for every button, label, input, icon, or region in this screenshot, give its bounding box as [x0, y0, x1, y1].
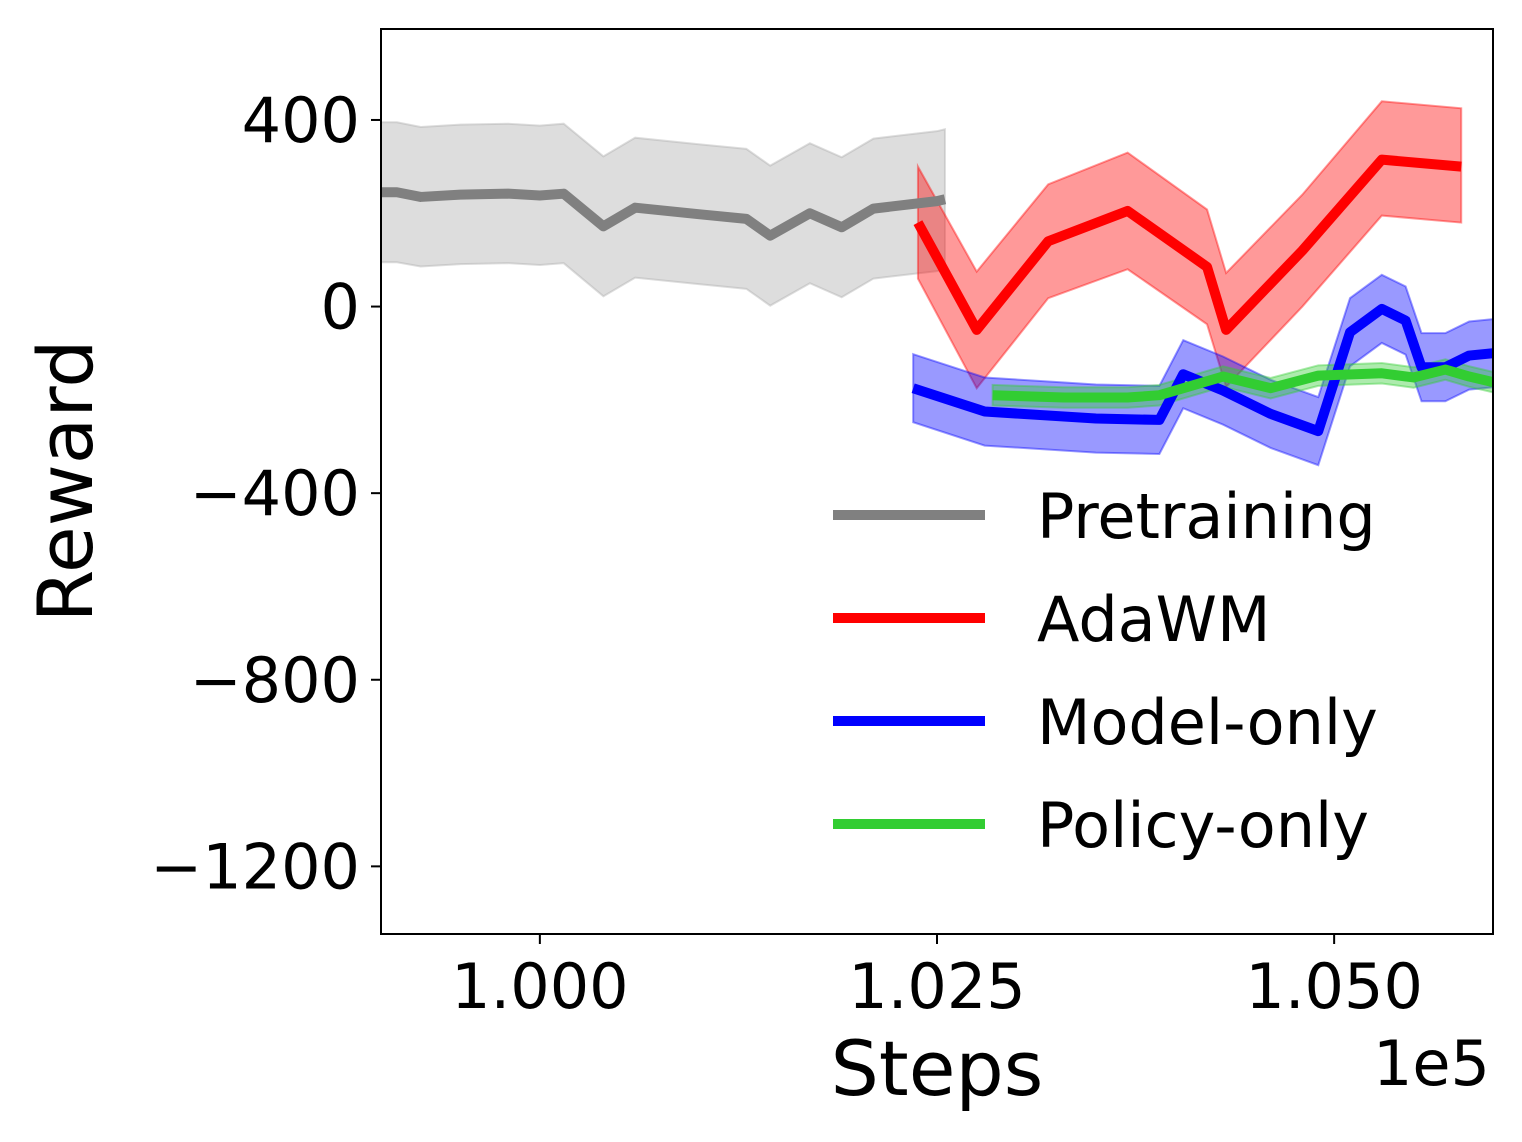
x-axis-label: Steps [831, 1024, 1044, 1113]
policy-only-legend-label: Policy-only [1037, 789, 1369, 862]
adawm-band [916, 100, 1463, 391]
x-tick-label: 1.025 [848, 950, 1026, 1023]
pretraining-legend-label: Pretraining [1037, 480, 1376, 553]
legend: Pretraining AdaWM Model-only Policy-only [833, 480, 1378, 862]
y-axis-ticks: 400 0 −400 −800 −1200 [150, 84, 381, 903]
y-tick-label: −800 [190, 644, 360, 717]
policy-only-line [992, 364, 1493, 403]
y-tick-label: −400 [190, 457, 360, 530]
x-axis-offset-label: 1e5 [1373, 1027, 1490, 1100]
model-only-legend-label: Model-only [1037, 686, 1378, 759]
y-tick-label: 0 [321, 271, 360, 344]
x-axis-ticks: 1.000 1.025 1.050 [451, 934, 1423, 1023]
y-axis-label: Reward [21, 339, 110, 622]
y-tick-label: −1200 [150, 830, 360, 903]
series-lines [381, 154, 1493, 437]
x-tick-label: 1.050 [1245, 950, 1423, 1023]
y-tick-label: 400 [242, 84, 360, 157]
pretraining-line [381, 187, 947, 241]
x-tick-label: 1.000 [451, 950, 629, 1023]
adawm-legend-label: AdaWM [1037, 583, 1270, 656]
adawm-line [913, 154, 1462, 335]
